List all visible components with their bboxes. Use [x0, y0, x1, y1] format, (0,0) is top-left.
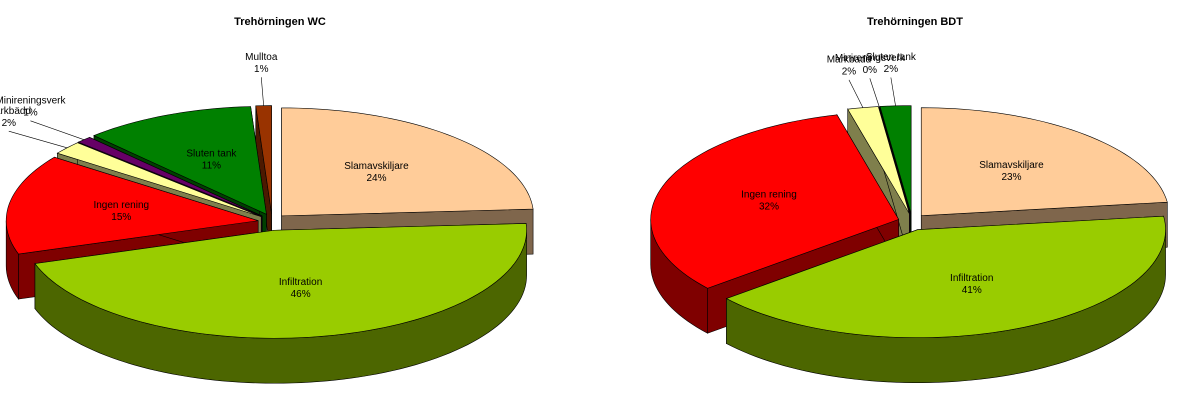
slice-label: Slamavskiljare	[979, 160, 1044, 171]
slice-label: Slamavskiljare	[344, 161, 409, 172]
slice-value-label: 0%	[863, 65, 878, 76]
slice-value-label: 24%	[366, 173, 386, 184]
slice-value-label: 46%	[291, 289, 311, 300]
slice-value-label: 15%	[111, 212, 131, 223]
slice-label: Ingen rening	[741, 190, 797, 201]
leader-line	[848, 79, 864, 108]
slice-value-label: 11%	[202, 160, 221, 171]
slice-value-label: 1%	[254, 64, 269, 75]
slice-label: Mulltoa	[245, 52, 278, 63]
leader-line	[869, 78, 880, 107]
slice	[920, 107, 1168, 217]
slice	[5, 156, 259, 255]
leader-line	[8, 130, 68, 149]
slice-label: Infiltration	[950, 273, 993, 284]
slice-label: Markbädd	[827, 54, 871, 65]
slice-label: Ingen rening	[93, 200, 149, 211]
slice	[281, 107, 534, 217]
leader-line	[890, 77, 896, 106]
slice	[725, 215, 1166, 339]
slice-label: Minireningsverk	[835, 53, 906, 64]
leader-line	[30, 120, 85, 140]
slice-label: Sluten tank	[866, 52, 917, 63]
slice-value-label: 2%	[842, 66, 857, 77]
leader-line	[260, 77, 264, 106]
slice-label: Markbädd	[0, 106, 31, 117]
slice-label: Minireningsverk	[0, 95, 66, 106]
chart-title: Trehörningen WC	[234, 16, 326, 28]
slice	[255, 105, 272, 214]
slice-value-label: 23%	[1001, 172, 1021, 183]
chart-title: Trehörningen BDT	[867, 16, 963, 28]
slice-value-label: 2%	[2, 118, 17, 129]
slice-label: Sluten tank	[186, 148, 237, 159]
slice-value-label: 2%	[884, 64, 899, 75]
slice	[93, 106, 267, 215]
slice	[34, 223, 527, 339]
slice-value-label: 32%	[759, 202, 779, 213]
slice-value-label: 41%	[962, 285, 982, 296]
slice-label: Infiltration	[279, 277, 322, 288]
slice-value-label: 1%	[23, 107, 38, 118]
slice	[650, 114, 900, 289]
